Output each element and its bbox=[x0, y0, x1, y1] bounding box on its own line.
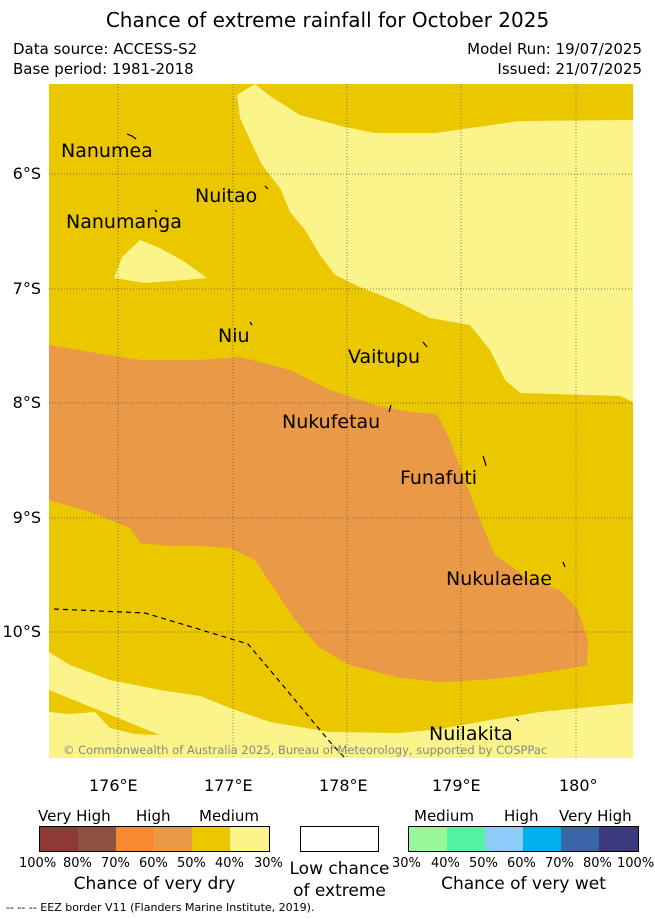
wet-pct: 80% bbox=[583, 856, 612, 871]
wet-swatch bbox=[561, 827, 599, 851]
place-label-niu: Niu bbox=[218, 325, 250, 347]
dry-level-very-high: Very High bbox=[38, 807, 111, 825]
wet-pct: 40% bbox=[431, 856, 460, 871]
dry-pct: 30% bbox=[254, 856, 283, 871]
eez-note: -- -- -- EEZ border V11 (Flanders Marine… bbox=[6, 901, 315, 914]
low-dry-region-west bbox=[114, 240, 207, 283]
nanumea-island bbox=[126, 133, 137, 140]
dry-colorbar bbox=[39, 826, 270, 852]
lon-label: 180° bbox=[559, 776, 598, 795]
lon-label: 176°E bbox=[89, 776, 138, 795]
page-title: Chance of extreme rainfall for October 2… bbox=[105, 8, 550, 32]
vaitupu-island bbox=[422, 341, 428, 348]
lon-label: 177°E bbox=[204, 776, 253, 795]
lat-label: 6°S bbox=[12, 164, 41, 183]
dry-swatch bbox=[154, 827, 192, 851]
lon-label: 178°E bbox=[319, 776, 368, 795]
place-label-nuitao: Nuitao bbox=[195, 185, 258, 207]
nuitao-island bbox=[264, 185, 269, 190]
dry-pct: 50% bbox=[177, 856, 206, 871]
low-dry-region-south bbox=[49, 652, 633, 758]
place-label-nukulaelae: Nukulaelae bbox=[446, 568, 552, 590]
lat-label: 7°S bbox=[12, 279, 41, 298]
copyright-notice: © Commonwealth of Australia 2025, Bureau… bbox=[63, 743, 548, 757]
map-grid bbox=[49, 84, 633, 758]
nukulaelae-island bbox=[562, 561, 566, 568]
low-chance-line2: of extreme bbox=[293, 881, 386, 901]
wet-swatch bbox=[523, 827, 561, 851]
wet-colorbar bbox=[408, 826, 639, 852]
low-swatch-fill bbox=[301, 827, 378, 851]
wet-pct: 60% bbox=[507, 856, 536, 871]
low-chance-swatch bbox=[300, 826, 379, 852]
dry-pct: 100% bbox=[19, 856, 57, 871]
place-label-nanumea: Nanumea bbox=[61, 140, 153, 162]
wet-swatch bbox=[409, 827, 447, 851]
dry-pct: 70% bbox=[101, 856, 130, 871]
dry-swatch bbox=[78, 827, 116, 851]
wet-pct: 30% bbox=[392, 856, 421, 871]
wet-level-very-high: Very High bbox=[559, 807, 632, 825]
nanumanga-island bbox=[154, 209, 158, 213]
dry-level-medium: Medium bbox=[199, 807, 259, 825]
issued-date: Issued: 21/07/2025 bbox=[497, 60, 642, 78]
place-label-funafuti: Funafuti bbox=[400, 467, 478, 489]
dry-swatch bbox=[192, 827, 230, 851]
dry-swatch bbox=[40, 827, 78, 851]
dry-swatch bbox=[116, 827, 154, 851]
wet-level-medium: Medium bbox=[414, 807, 474, 825]
dry-level-high: High bbox=[136, 807, 171, 825]
lat-label: 8°S bbox=[12, 393, 41, 412]
model-run: Model Run: 19/07/2025 bbox=[467, 40, 642, 58]
lat-label: 9°S bbox=[12, 508, 41, 527]
nuilakita-island bbox=[515, 718, 520, 722]
high-dry-region bbox=[49, 345, 588, 682]
place-label-nukufetau: Nukufetau bbox=[282, 411, 381, 433]
wet-swatch bbox=[599, 827, 638, 851]
dry-pct: 60% bbox=[139, 856, 168, 871]
data-source: Data source: ACCESS-S2 bbox=[13, 40, 198, 58]
base-period: Base period: 1981-2018 bbox=[13, 60, 194, 78]
dry-pct: 80% bbox=[63, 856, 92, 871]
map-area bbox=[49, 84, 633, 758]
place-label-nuilakita: Nuilakita bbox=[429, 723, 513, 745]
dry-caption: Chance of very dry bbox=[73, 874, 236, 894]
place-label-vaitupu: Vaitupu bbox=[348, 346, 421, 368]
wet-pct: 100% bbox=[617, 856, 655, 871]
lat-label: 10°S bbox=[2, 622, 41, 641]
lon-label: 179°E bbox=[432, 776, 481, 795]
wet-pct: 70% bbox=[545, 856, 574, 871]
dry-pct: 40% bbox=[215, 856, 244, 871]
wet-level-high: High bbox=[504, 807, 539, 825]
wet-caption: Chance of very wet bbox=[441, 874, 606, 894]
low-dry-region-north bbox=[237, 84, 633, 402]
low-chance-line1: Low chance bbox=[289, 859, 390, 879]
funafuti-island bbox=[482, 455, 487, 467]
wet-pct: 50% bbox=[469, 856, 498, 871]
nukufetau-island bbox=[388, 404, 392, 413]
place-label-nanumanga: Nanumanga bbox=[66, 211, 182, 233]
wet-swatch bbox=[447, 827, 485, 851]
niu-island bbox=[249, 321, 253, 326]
eez-border bbox=[53, 608, 346, 758]
wet-swatch bbox=[485, 827, 523, 851]
dry-swatch bbox=[230, 827, 269, 851]
